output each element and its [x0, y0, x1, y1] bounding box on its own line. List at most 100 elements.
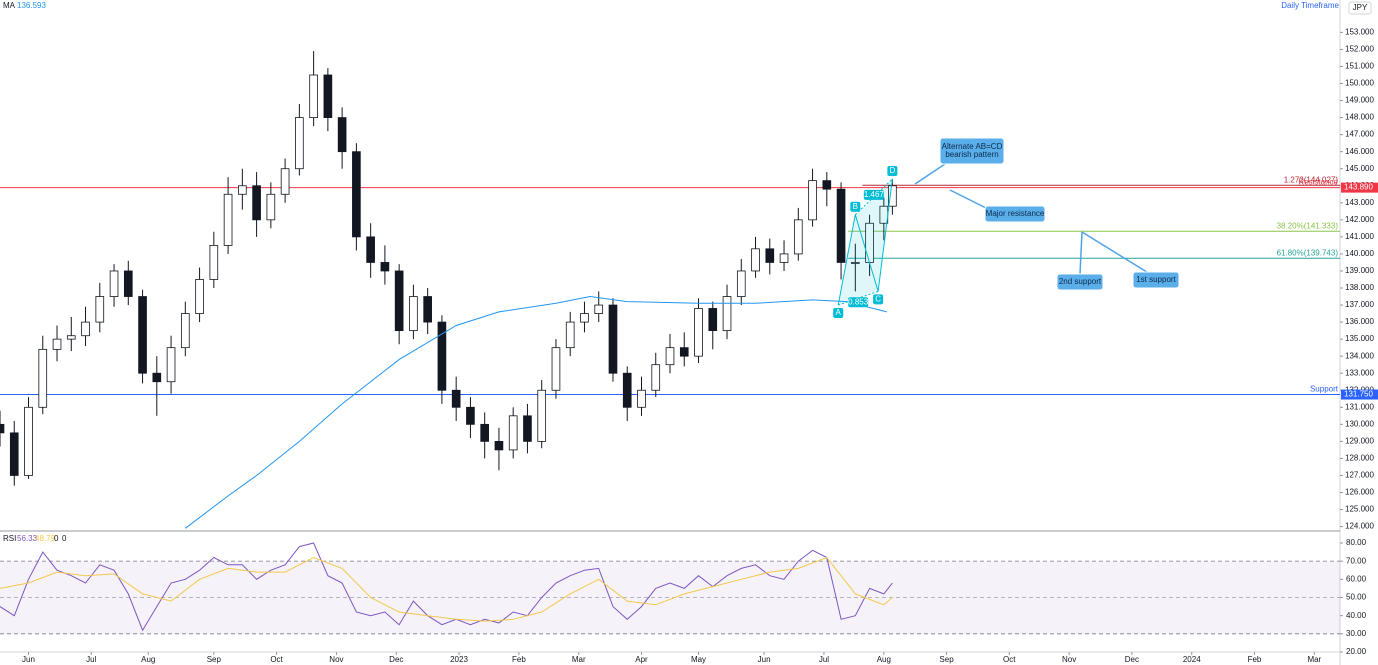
candle-body — [480, 423, 490, 442]
x-tick-label: Nov — [1062, 655, 1076, 664]
rsi-readout: 0 — [62, 534, 67, 543]
y-tick-label: 130.000 — [1345, 419, 1374, 428]
y-tick-label: 70.00 — [1346, 556, 1367, 565]
candle-body — [366, 236, 375, 263]
y-tick-label: 50.00 — [1346, 593, 1367, 602]
candle-body — [580, 313, 589, 323]
candle-body — [109, 270, 119, 297]
pattern-ratio-label: 1.467 — [864, 190, 885, 199]
y-tick-label: 128.000 — [1345, 454, 1374, 463]
candle-body — [779, 253, 789, 263]
candle-body — [736, 270, 746, 297]
candle-body — [651, 364, 661, 391]
candle-body — [138, 296, 147, 374]
callout-box — [1056, 273, 1104, 291]
rsi-title: RSI — [3, 534, 16, 543]
candle-body — [166, 347, 176, 383]
candle-body — [551, 347, 561, 391]
pattern-point-box — [873, 294, 884, 305]
candle-body — [152, 372, 162, 383]
x-tick-label: Oct — [1003, 655, 1016, 664]
y-tick-label: 138.000 — [1345, 283, 1374, 292]
candle-body — [423, 296, 432, 323]
y-tick-label: 141.000 — [1345, 232, 1374, 241]
x-tick-label: Dec — [389, 655, 403, 664]
rsi-readout: 0 — [54, 534, 59, 543]
currency-box[interactable] — [1348, 1, 1372, 15]
level-price-box — [1341, 182, 1378, 193]
y-tick-label: 149.000 — [1345, 96, 1374, 105]
x-tick-label: May — [691, 655, 706, 664]
candle-body — [409, 296, 418, 332]
y-tick-label: 142.000 — [1345, 215, 1374, 224]
level-name: Support — [1310, 385, 1339, 394]
x-tick-label: Apr — [635, 655, 648, 664]
candle-body — [38, 348, 48, 408]
x-tick-label: Mar — [572, 655, 586, 664]
candle-body — [394, 270, 404, 332]
candle-body — [537, 389, 547, 442]
candle-body — [850, 262, 860, 264]
level-name: Resistance — [1298, 178, 1338, 187]
y-tick-label: 131.000 — [1345, 402, 1374, 411]
x-tick-label: Mar — [1307, 655, 1321, 664]
callout-text: Major resistance — [986, 209, 1045, 218]
candle-body — [822, 180, 832, 190]
x-tick-label: Aug — [877, 655, 891, 664]
candle-body — [295, 117, 304, 170]
moving-average — [184, 295, 887, 529]
y-tick-label: 146.000 — [1345, 147, 1374, 156]
callout-pointer — [914, 161, 949, 185]
candle-body — [123, 270, 133, 297]
candle-body — [808, 180, 817, 221]
candle-body — [523, 415, 532, 442]
candle-body — [180, 313, 190, 349]
pattern-point-label: C — [875, 295, 881, 304]
candle-body — [437, 321, 447, 391]
candle-body — [323, 74, 333, 118]
rsi-band — [0, 561, 1340, 634]
candle-body — [238, 185, 247, 195]
x-tick-label: Nov — [329, 655, 343, 664]
candle-body — [337, 117, 347, 153]
y-tick-label: 145.000 — [1345, 164, 1374, 173]
fib-label: 61.80%(139.743) — [1277, 248, 1339, 257]
x-tick-label: Sep — [207, 655, 222, 664]
x-tick-label: Jul — [819, 655, 829, 664]
fib-label: 38.20%(141.333) — [1277, 221, 1339, 230]
callout-pointer — [1079, 231, 1083, 275]
candle-body — [352, 151, 361, 238]
y-tick-label: 139.000 — [1345, 266, 1374, 275]
pattern-point-label: A — [836, 308, 842, 317]
candle-body — [836, 188, 846, 263]
x-tick-label: Jun — [758, 655, 771, 664]
y-tick-label: 60.00 — [1346, 574, 1367, 583]
candle-body — [665, 347, 675, 366]
pattern-ratio-box — [863, 189, 884, 200]
level-price-label: 143.890 — [1344, 183, 1373, 192]
currency-label[interactable]: JPY — [1353, 3, 1368, 12]
x-tick-label: 2024 — [1183, 655, 1201, 664]
y-tick-label: 134.000 — [1345, 351, 1374, 360]
y-tick-label: 129.000 — [1345, 436, 1374, 445]
candle-body — [679, 347, 689, 357]
candle-body — [380, 262, 390, 272]
candle-body — [280, 168, 290, 195]
y-tick-label: 20.00 — [1346, 647, 1367, 656]
y-tick-label: 127.000 — [1345, 471, 1374, 480]
candle-body — [266, 193, 276, 221]
level-price-label: 131.750 — [1344, 390, 1373, 399]
candle-body — [565, 321, 575, 349]
candle-body — [694, 308, 703, 357]
callout-text: 1st support — [1136, 275, 1176, 284]
candle-body — [9, 432, 19, 476]
y-tick-label: 80.00 — [1346, 538, 1367, 547]
y-tick-label: 147.000 — [1345, 130, 1374, 139]
y-tick-label: 40.00 — [1346, 611, 1367, 620]
y-tick-label: 151.000 — [1345, 62, 1374, 71]
rsi-line — [0, 556, 893, 622]
x-tick-label: Jun — [22, 655, 35, 664]
